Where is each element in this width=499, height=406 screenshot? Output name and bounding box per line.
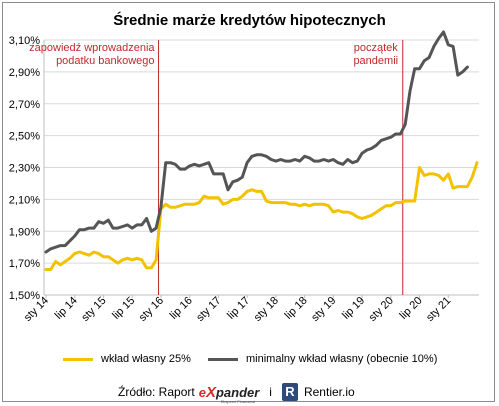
x-tick-label: lip 14 xyxy=(53,295,80,322)
x-tick-label: lip 19 xyxy=(340,295,367,322)
series-line-wklad-25 xyxy=(44,161,479,271)
series-lines xyxy=(44,30,479,271)
x-tick-label: sty 20 xyxy=(367,295,396,324)
expander-logo: eXpander Eksperci Finansowi xyxy=(198,383,260,404)
y-tick-label: 1,90% xyxy=(9,226,40,238)
annotation-text: podatku bankowego xyxy=(56,55,154,67)
source-label: Źródło: Raport xyxy=(118,385,195,399)
series-line-minimalny-wklad xyxy=(44,30,469,254)
x-tick-label: sty 21 xyxy=(424,295,453,324)
y-tick-label: 2,50% xyxy=(9,131,40,143)
y-axis-ticks: 1,50% 1,70% 1,90% 2,10% 2,30% 2,50% 2,70% 2,90%… xyxy=(9,35,40,302)
source-conjunction: i xyxy=(269,385,272,399)
x-tick-label: lip 17 xyxy=(225,295,252,322)
y-tick-label: 2,30% xyxy=(9,163,40,175)
x-tick-label: lip 18 xyxy=(283,295,310,322)
y-tick-label: 2,90% xyxy=(9,67,40,79)
y-tick-label: 1,70% xyxy=(9,258,40,270)
x-tick-label: sty 17 xyxy=(194,295,223,324)
gridlines xyxy=(43,39,479,296)
x-tick-label: sty 15 xyxy=(79,295,108,324)
annotation-text: pandemii xyxy=(353,55,398,67)
x-tick-label: lip 16 xyxy=(168,295,195,322)
x-tick-label: sty 18 xyxy=(252,295,281,324)
x-tick-label: lip 20 xyxy=(398,295,425,322)
rentier-text: Rentier.io xyxy=(303,385,355,399)
legend: wkład własny 25% minimalny wkład własny … xyxy=(63,353,483,371)
annotation-text: zapowiedź wprowadzenia xyxy=(29,42,155,54)
y-tick-label: 2,70% xyxy=(9,99,40,111)
legend-swatch-yellow xyxy=(63,357,93,361)
legend-swatch-gray xyxy=(208,357,238,361)
annotation-text: początek xyxy=(354,42,399,54)
legend-item-25: wkład własny 25% xyxy=(63,353,191,365)
rentier-logo-icon: R xyxy=(281,383,298,401)
source-line: Źródło: Raport eXpander Eksperci Finansow… xyxy=(118,379,355,405)
x-tick-label: sty 16 xyxy=(137,295,166,324)
legend-label: wkład własny 25% xyxy=(101,353,191,365)
expander-tagline: Eksperci Finansowi xyxy=(220,398,256,404)
y-tick-label: 1,50% xyxy=(9,290,40,302)
x-tick-label: sty 19 xyxy=(309,295,338,324)
chart-title: Średnie marże kredytów hipotecznych xyxy=(113,12,386,29)
legend-label: minimalny wkład własny (obecnie 10%) xyxy=(246,353,438,365)
x-tick-label: lip 15 xyxy=(110,295,137,322)
legend-item-minimal: minimalny wkład własny (obecnie 10%) xyxy=(208,353,437,365)
y-tick-label: 2,10% xyxy=(9,194,40,206)
y-tick-label: 3,10% xyxy=(9,35,40,47)
x-axis-ticks: sty 14 lip 14 sty 15 lip 15 sty 16 lip 16 sty … xyxy=(22,295,454,324)
